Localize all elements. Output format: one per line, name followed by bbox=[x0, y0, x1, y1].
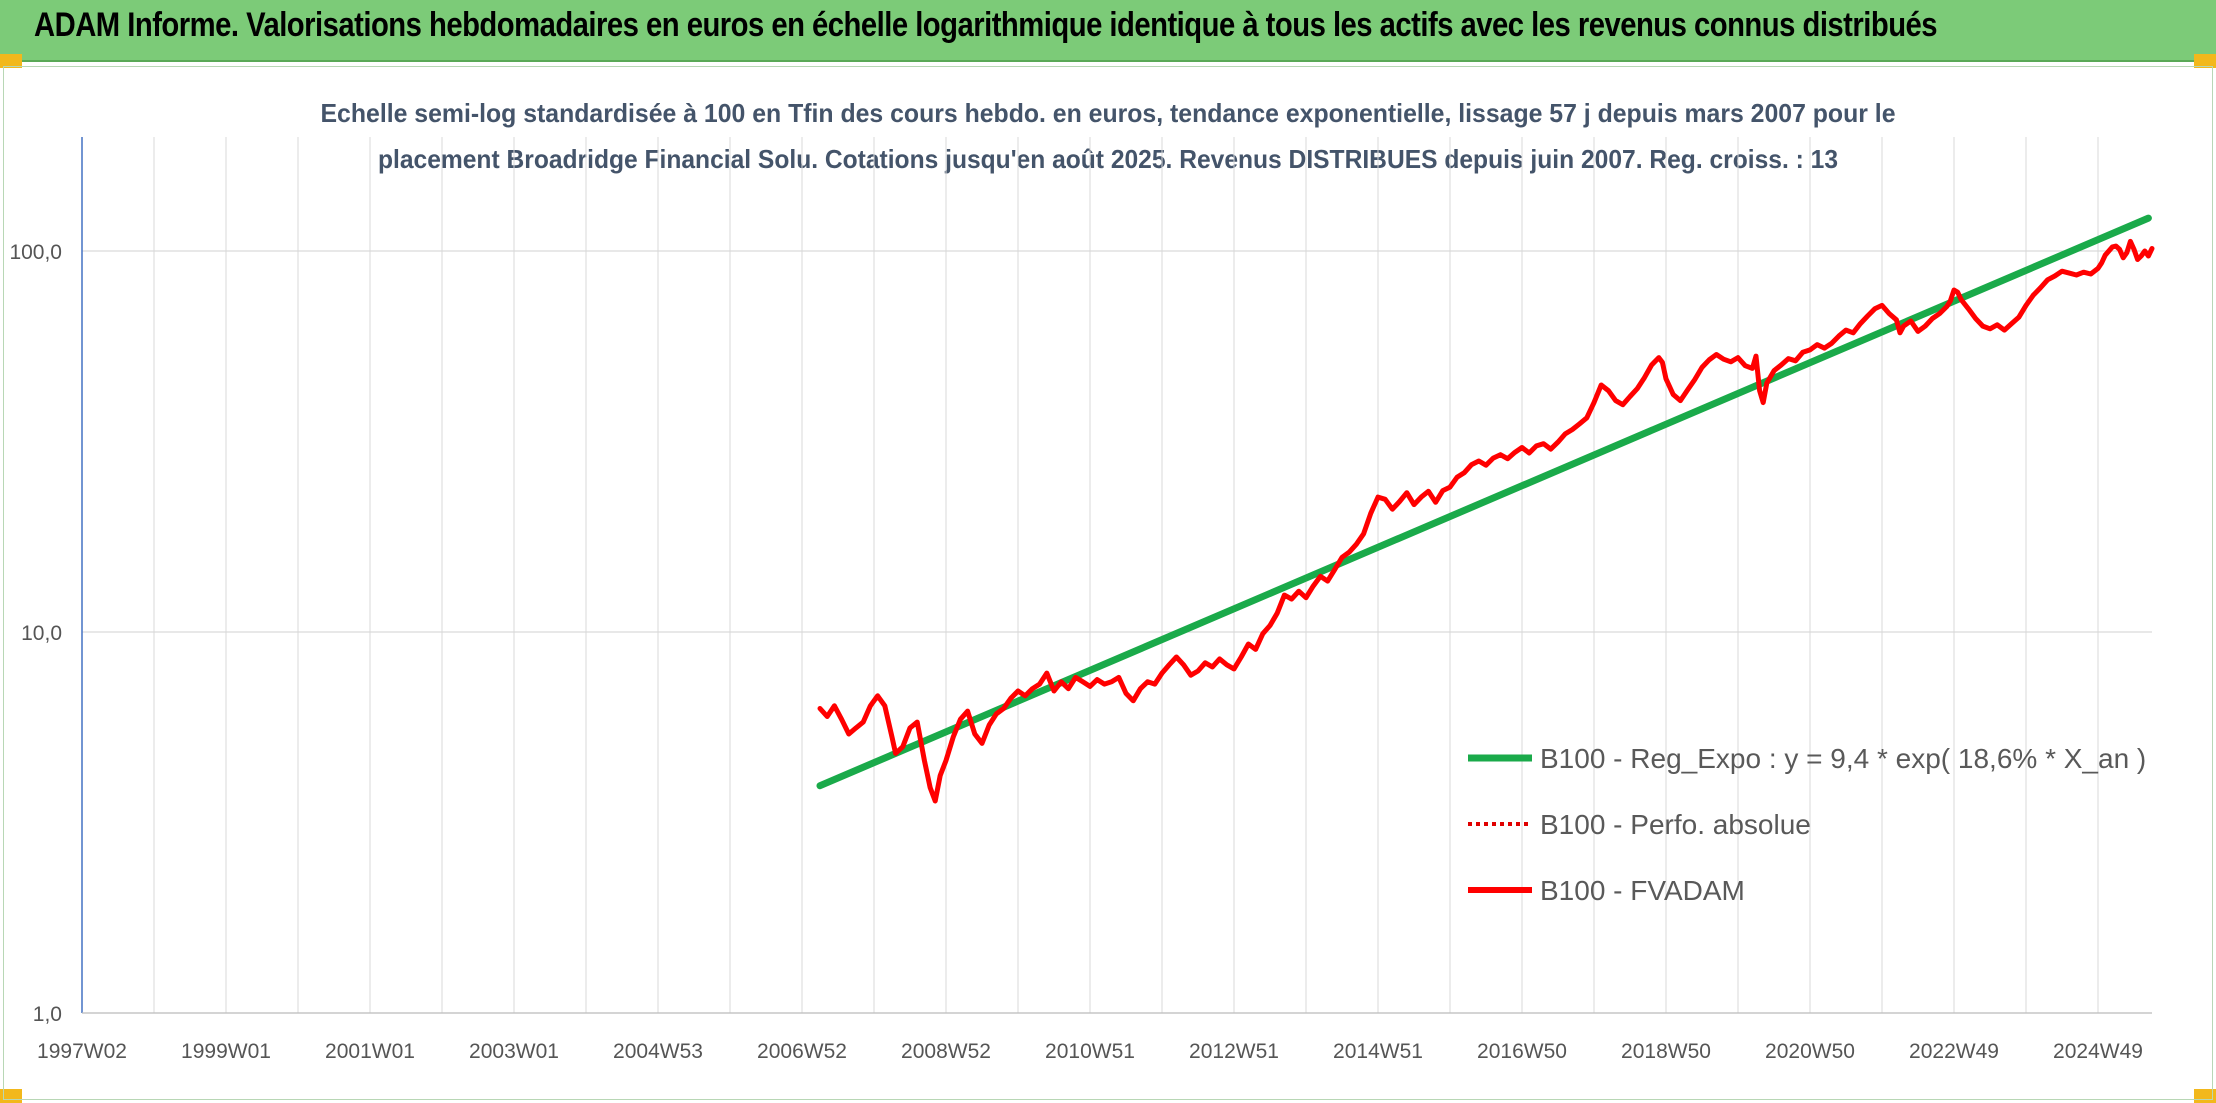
legend-entry-perfo-absolue-label: B100 - Perfo. absolue bbox=[1540, 809, 1811, 840]
series-reg-expo-line bbox=[816, 214, 2152, 790]
chart-subtitle-line-2: placement Broadridge Financial Solu. Cot… bbox=[378, 144, 1838, 174]
x-tick-label: 2003W01 bbox=[469, 1040, 559, 1063]
chart-frame bbox=[3, 66, 2213, 1100]
x-tick-label: 2001W01 bbox=[325, 1040, 415, 1063]
x-tick-label: 2016W50 bbox=[1477, 1040, 1567, 1063]
x-tick-label: 1999W01 bbox=[181, 1040, 271, 1063]
x-tick-label: 2012W51 bbox=[1189, 1040, 1279, 1063]
y-tick-label: 10,0 bbox=[21, 622, 62, 645]
series-fvadam-line bbox=[817, 238, 2155, 804]
x-tick-label: 2014W51 bbox=[1333, 1040, 1423, 1063]
header-title: ADAM Informe. Valorisations hebdomadaire… bbox=[34, 6, 1938, 44]
x-tick-label: 2018W50 bbox=[1621, 1040, 1711, 1063]
legend-entry-fvadam-label: B100 - FVADAM bbox=[1540, 875, 1745, 906]
x-tick-label: 2024W49 bbox=[2053, 1040, 2143, 1063]
corner-marker-top-left bbox=[0, 54, 22, 68]
x-tick-label: 2004W53 bbox=[613, 1040, 703, 1063]
x-tick-label: 2010W51 bbox=[1045, 1040, 1135, 1063]
series-layer bbox=[816, 214, 2155, 804]
x-tick-label: 1997W02 bbox=[37, 1040, 127, 1063]
legend: B100 - Reg_Expo : y = 9,4 * exp( 18,6% *… bbox=[1468, 743, 2146, 906]
x-tick-label: 2006W52 bbox=[757, 1040, 847, 1063]
y-tick-label: 100,0 bbox=[9, 241, 62, 264]
x-tick-label: 2020W50 bbox=[1765, 1040, 1855, 1063]
y-tick-label: 1,0 bbox=[33, 1003, 62, 1026]
grid-layer bbox=[82, 137, 2152, 1014]
corner-marker-top-right bbox=[2194, 54, 2216, 68]
header-bar: ADAM Informe. Valorisations hebdomadaire… bbox=[0, 0, 2216, 62]
chart-subtitle-line-1: Echelle semi-log standardisée à 100 en T… bbox=[321, 98, 1896, 128]
x-tick-label: 2022W49 bbox=[1909, 1040, 1999, 1063]
axis-layer: 1,0 10,0 100,0 1997W02 1999W01 2001W01 2003W01… bbox=[9, 137, 2152, 1063]
x-tick-label: 2008W52 bbox=[901, 1040, 991, 1063]
legend-entry-reg-expo-label: B100 - Reg_Expo : y = 9,4 * exp( 18,6% *… bbox=[1540, 743, 2146, 774]
